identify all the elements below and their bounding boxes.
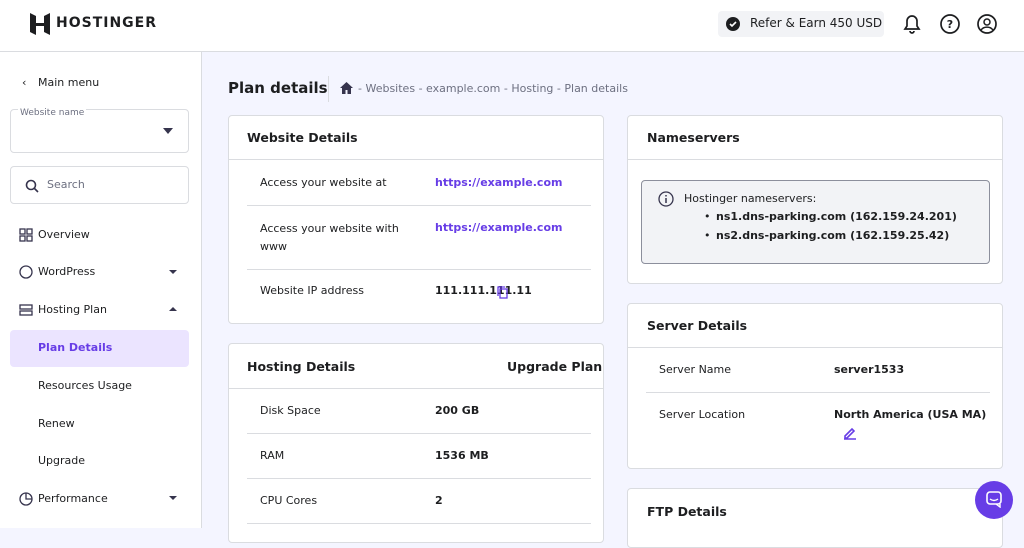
row-label: Server Location <box>659 408 746 421</box>
row-value: 2 <box>435 494 443 507</box>
row-value: North America (USA MA) <box>834 408 987 421</box>
row-label: Server Name <box>659 363 732 376</box>
menu-item[interactable]: Resources Usage <box>38 379 132 392</box>
sidebar: ‹ Main menu Website name Search Overview… <box>0 52 202 528</box>
nameserver: ns2.dns-parking.com (162.159.25.42) <box>716 229 950 242</box>
card-title: Website Details <box>247 130 358 145</box>
search-box[interactable]: Search <box>10 166 189 204</box>
website-select[interactable] <box>10 109 189 153</box>
breadcrumb: Websites example.com Hosting Plan detail… <box>358 82 628 95</box>
brand[interactable]: HOSTINGER <box>56 15 158 31</box>
active-item-bg <box>10 330 189 367</box>
chat-icon <box>986 491 1002 508</box>
crumb: Plan details <box>557 82 628 95</box>
row-sep <box>247 523 591 524</box>
refer-button[interactable]: Refer & Earn 450 USD <box>718 11 884 37</box>
ftp-details-card: FTP Details <box>627 488 1003 548</box>
row-label: Access your website with www <box>260 222 399 253</box>
card-title: Hosting Details <box>247 359 356 374</box>
main-menu-link[interactable]: Main menu <box>38 76 100 89</box>
card-header: Server Details <box>628 304 1002 348</box>
menu-icons <box>19 228 33 506</box>
chat-button[interactable] <box>975 481 1013 519</box>
search-icon <box>25 179 39 193</box>
bullet: • <box>704 229 711 242</box>
row-value: 1536 MB <box>435 449 489 462</box>
row-sep <box>247 478 591 479</box>
search-placeholder: Search <box>47 178 85 191</box>
info-box: Hostinger nameservers: • ns1.dns-parking… <box>641 180 990 264</box>
card-header: Nameservers <box>628 116 1002 160</box>
edit-icon[interactable] <box>843 426 857 440</box>
bullet: • <box>704 210 711 223</box>
nameservers-card: Nameservers Hostinger nameservers: • ns1… <box>627 115 1003 284</box>
hosting-details-card: Hosting Details Upgrade Plan Disk Space … <box>228 343 604 543</box>
menu-item[interactable]: Hosting Plan <box>38 303 107 316</box>
row-value: 200 GB <box>435 404 480 417</box>
server-details-card: Server Details Server Name server1533 Se… <box>627 303 1003 469</box>
row-sep <box>646 392 990 393</box>
menu-item[interactable]: Upgrade <box>38 454 86 467</box>
row-label: CPU Cores <box>260 494 318 507</box>
row-label: Disk Space <box>260 404 321 417</box>
menu-carets <box>169 270 177 500</box>
caret <box>163 128 173 134</box>
page-title: Plan details <box>228 79 328 97</box>
logo <box>30 13 50 35</box>
upgrade-plan-link[interactable]: Upgrade Plan <box>507 359 603 374</box>
refer-text: Refer & Earn 450 USD <box>750 16 883 30</box>
menu-item[interactable]: Performance <box>38 492 108 505</box>
menu-item[interactable]: WordPress <box>38 265 96 278</box>
crumb[interactable]: Websites <box>358 82 415 95</box>
website-details-card: Website Details Access your website at h… <box>228 115 604 324</box>
row-label: RAM <box>260 449 285 462</box>
info-icon <box>658 191 674 207</box>
row-label: Access your website at <box>260 176 387 189</box>
title-divider <box>328 76 329 102</box>
crumb[interactable]: Hosting <box>504 82 554 95</box>
row-sep <box>247 205 591 206</box>
crumb[interactable]: example.com <box>419 82 501 95</box>
menu-item[interactable]: Overview <box>38 228 90 241</box>
header-icons[interactable]: ? <box>900 12 1000 36</box>
card-header: Hosting Details Upgrade Plan <box>229 344 603 389</box>
row-sep <box>247 269 591 270</box>
top-bar: HOSTINGER Refer & Earn 450 USD ? <box>0 0 1024 52</box>
copy-icon[interactable] <box>497 286 508 299</box>
menu-item-active[interactable]: Plan Details <box>38 341 113 354</box>
refer-icon <box>726 17 740 31</box>
nameserver: ns1.dns-parking.com (162.159.24.201) <box>716 210 957 223</box>
info-label: Hostinger nameservers: <box>684 192 817 205</box>
row-value: server1533 <box>834 363 905 376</box>
row-value: 111.111.111.11 <box>435 284 532 297</box>
back-arrow: ‹ <box>22 76 27 89</box>
row-label: Website IP address <box>260 284 364 297</box>
website-name-label: Website name <box>18 108 87 118</box>
row-sep <box>247 433 591 434</box>
row-link[interactable]: https://example.com <box>435 176 563 189</box>
svg-text:?: ? <box>947 18 953 31</box>
home-icon[interactable] <box>340 82 353 94</box>
menu-item[interactable]: Renew <box>38 417 75 430</box>
card-header: Website Details <box>229 116 603 160</box>
card-title: Nameservers <box>647 130 740 145</box>
card-title: Server Details <box>647 318 748 333</box>
card-title: FTP Details <box>647 504 727 519</box>
row-link[interactable]: https://example.com <box>435 221 563 234</box>
